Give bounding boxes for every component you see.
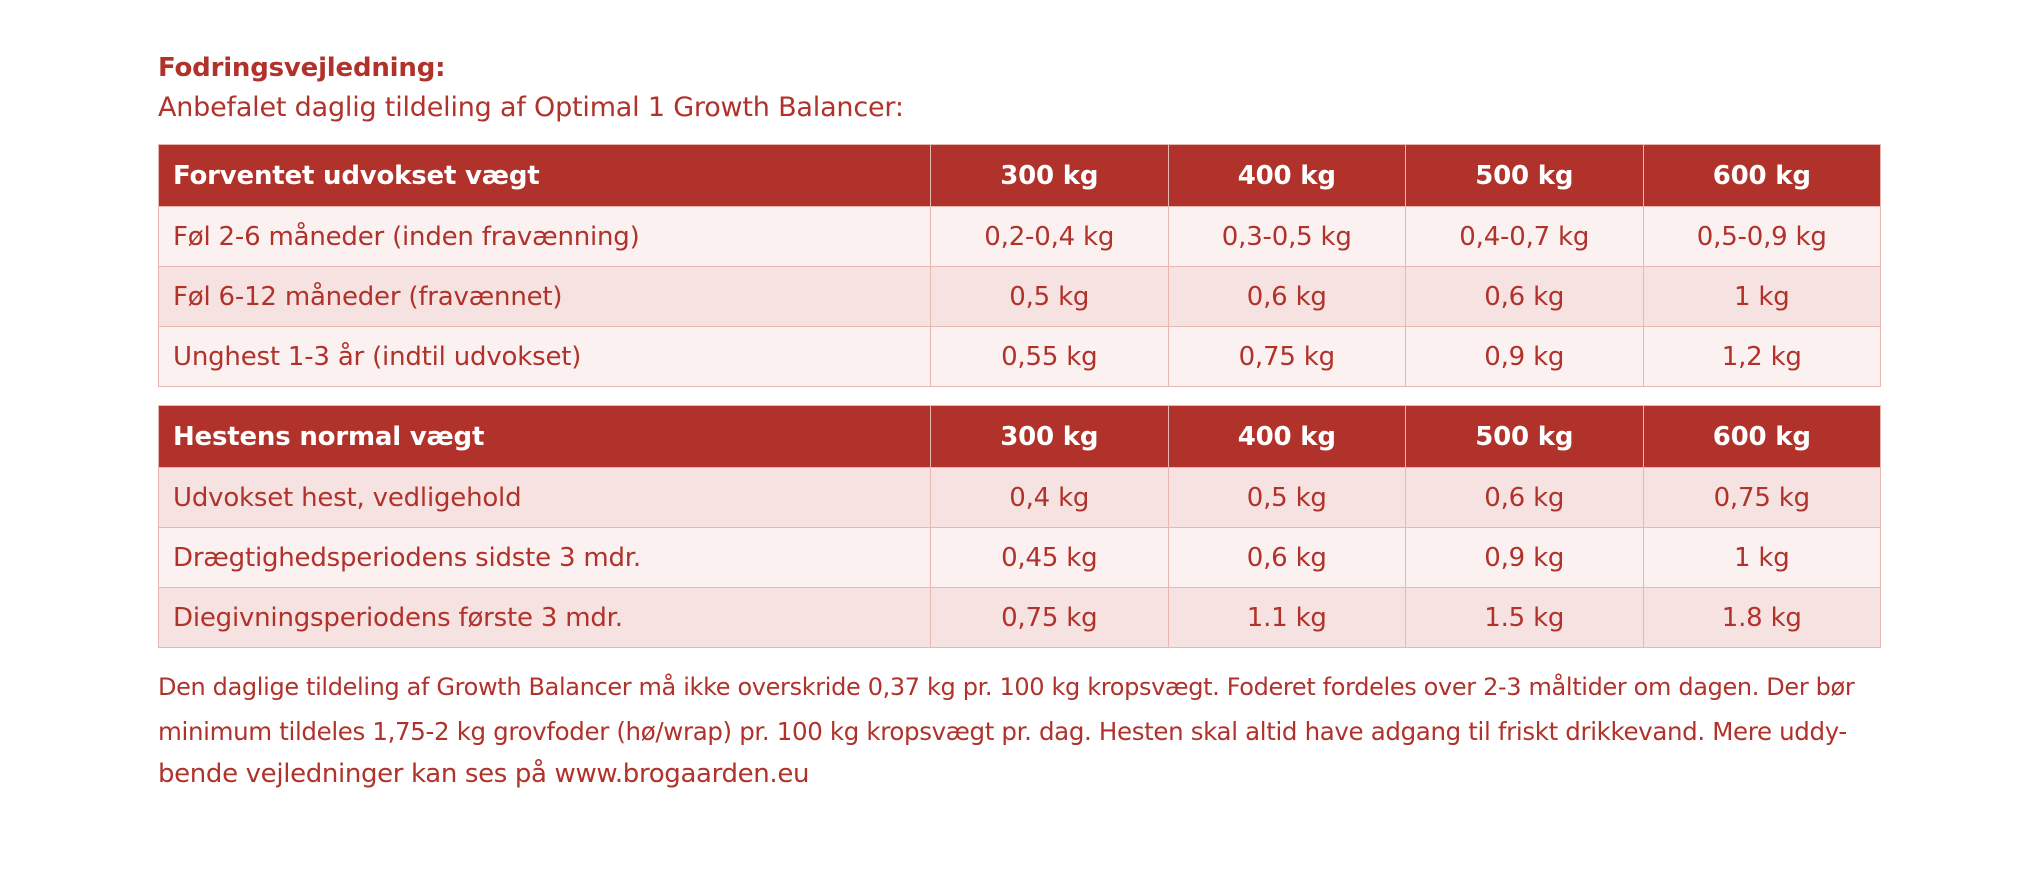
column-header-400kg: 400 kg (1167, 405, 1406, 468)
column-header-600kg: 600 kg (1642, 405, 1881, 468)
table-cell: 0,75 kg (1642, 467, 1881, 528)
column-header-300kg: 300 kg (930, 405, 1169, 468)
row-label: Drægtighedsperiodens sidste 3 mdr. (158, 527, 931, 588)
table-row: Føl 6-12 måneder (fravænnet) 0,5 kg 0,6 … (158, 266, 1881, 327)
table-row: Unghest 1-3 år (indtil udvokset) 0,55 kg… (158, 326, 1881, 387)
column-header-400kg: 400 kg (1167, 144, 1406, 207)
row-label: Diegivningsperiodens første 3 mdr. (158, 587, 931, 648)
note-line: Den daglige tildeling af Growth Balancer… (158, 673, 1855, 701)
column-header-500kg: 500 kg (1405, 144, 1644, 207)
column-header-label: Hestens normal vægt (158, 405, 931, 468)
table-cell: 1 kg (1642, 266, 1881, 327)
table-cell: 0,75 kg (1167, 326, 1406, 387)
table-row: Udvokset hest, vedligehold 0,4 kg 0,5 kg… (158, 467, 1881, 528)
row-label: Unghest 1-3 år (indtil udvokset) (158, 326, 931, 387)
feeding-note: Den daglige tildeling af Growth Balancer… (158, 666, 1880, 797)
column-header-label: Forventet udvokset vægt (158, 144, 931, 207)
table-row: Diegivningsperiodens første 3 mdr. 0,75 … (158, 587, 1881, 648)
row-label: Føl 2-6 måneder (inden fravænning) (158, 206, 931, 267)
table-header-row: Forventet udvokset vægt 300 kg 400 kg 50… (158, 144, 1881, 207)
page-title: Fodringsvejledning: (158, 53, 446, 83)
table-cell: 0,6 kg (1405, 266, 1644, 327)
table-cell: 0,55 kg (930, 326, 1169, 387)
table-cell: 0,6 kg (1167, 266, 1406, 327)
table-cell: 0,6 kg (1167, 527, 1406, 588)
table-cell: 0,3-0,5 kg (1167, 206, 1406, 267)
row-label: Føl 6-12 måneder (fravænnet) (158, 266, 931, 327)
note-line: bende vejledninger kan ses på www.brogaa… (158, 759, 810, 789)
table-cell: 0,6 kg (1405, 467, 1644, 528)
page-subtitle: Anbefalet daglig tildeling af Optimal 1 … (158, 92, 904, 123)
row-label: Udvokset hest, vedligehold (158, 467, 931, 528)
table-row: Føl 2-6 måneder (inden fravænning) 0,2-0… (158, 206, 1881, 267)
column-header-500kg: 500 kg (1405, 405, 1644, 468)
column-header-300kg: 300 kg (930, 144, 1169, 207)
feeding-table-adult: Hestens normal vægt 300 kg 400 kg 500 kg… (158, 405, 1881, 648)
table-cell: 0,4 kg (930, 467, 1169, 528)
table-cell: 1 kg (1642, 527, 1881, 588)
table-cell: 0,4-0,7 kg (1405, 206, 1644, 267)
feeding-guide: Fodringsvejledning: Anbefalet daglig til… (158, 48, 1881, 797)
table-cell: 0,45 kg (930, 527, 1169, 588)
note-line: minimum tildeles 1,75-2 kg grovfoder (hø… (158, 716, 1847, 746)
table-cell: 0,2-0,4 kg (930, 206, 1169, 267)
table-cell: 0,9 kg (1405, 326, 1644, 387)
table-cell: 1.1 kg (1167, 587, 1406, 648)
table-cell: 1.8 kg (1642, 587, 1881, 648)
table-cell: 0,9 kg (1405, 527, 1644, 588)
table-cell: 0,5 kg (930, 266, 1169, 327)
feeding-table-growth: Forventet udvokset vægt 300 kg 400 kg 50… (158, 144, 1881, 387)
table-cell: 1.5 kg (1405, 587, 1644, 648)
table-row: Drægtighedsperiodens sidste 3 mdr. 0,45 … (158, 527, 1881, 588)
table-header-row: Hestens normal vægt 300 kg 400 kg 500 kg… (158, 405, 1881, 468)
column-header-600kg: 600 kg (1642, 144, 1881, 207)
table-cell: 0,75 kg (930, 587, 1169, 648)
table-cell: 0,5 kg (1167, 467, 1406, 528)
table-cell: 0,5-0,9 kg (1642, 206, 1881, 267)
table-cell: 1,2 kg (1642, 326, 1881, 387)
